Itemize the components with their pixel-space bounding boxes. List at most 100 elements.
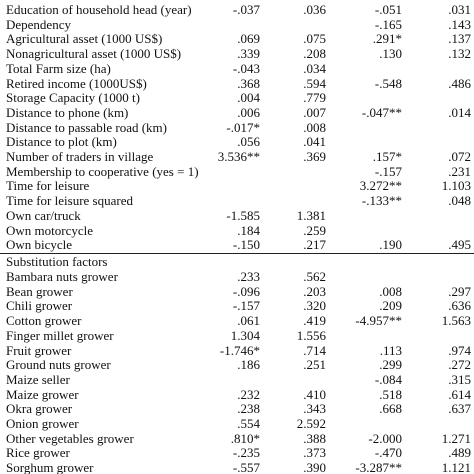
cell-value: .594	[303, 75, 326, 91]
cell-value: .562	[303, 269, 326, 284]
row-label: Nonagricultural asset (1000 US$)	[6, 46, 182, 62]
row-label: Membership to cooperative (yes = 1)	[6, 163, 199, 179]
cell-value: .208	[303, 46, 326, 62]
cell-value: .410	[303, 386, 326, 402]
row-label: Number of traders in village	[6, 149, 154, 164]
cell-value: .779	[303, 90, 326, 106]
cell-value: .373	[303, 445, 326, 461]
cell-value: .388	[303, 430, 326, 446]
cell-value: -.235	[232, 445, 260, 461]
cell-value: .061	[237, 313, 260, 329]
cell-value: .113	[379, 342, 402, 358]
cell-value: 1.563	[441, 313, 471, 329]
cell-value: .006	[237, 104, 260, 120]
row-label: Rice grower	[6, 445, 70, 461]
cell-value: 1.271	[441, 430, 471, 446]
cell-value: -1.746*	[219, 342, 260, 358]
cell-value: .343	[303, 401, 326, 417]
row-label: Retired income (1000US$)	[6, 75, 147, 91]
row-label: Own motorcycle	[6, 222, 94, 238]
cell-value: -3.287**	[355, 460, 402, 474]
cell-value: -.557	[232, 460, 260, 474]
cell-value: .190	[379, 237, 402, 253]
cell-value: .048	[448, 193, 471, 209]
cell-value: -1.585	[226, 207, 260, 223]
cell-value: .714	[303, 342, 326, 358]
cell-value: -.047**	[361, 104, 402, 120]
cell-value: 2.592	[296, 416, 326, 431]
cell-value: .974	[448, 342, 471, 358]
cell-value: -.051	[374, 2, 402, 17]
cell-value: .518	[379, 386, 402, 402]
row-label: Agricultural asset (1000 US$)	[6, 31, 163, 47]
cell-value: .130	[379, 46, 402, 62]
cell-value: 3.272**	[359, 178, 402, 194]
cell-value: .143	[448, 16, 471, 32]
row-label: Finger millet grower	[6, 327, 114, 343]
cell-value: -.165	[374, 16, 402, 32]
cell-value: .238	[237, 401, 260, 417]
row-label: Okra grower	[6, 401, 73, 417]
cell-value: .810*	[230, 430, 260, 446]
cell-value: 3.536**	[217, 149, 260, 164]
cell-value: -.548	[374, 75, 402, 91]
row-label: Fruit grower	[6, 342, 72, 358]
cell-value: .209	[379, 298, 402, 314]
cell-value: -.096	[232, 283, 260, 299]
cell-value: .297	[448, 283, 471, 299]
cell-value: .034	[303, 60, 326, 76]
row-label: Storage Capacity (1000 t)	[6, 90, 140, 106]
cell-value: -.017*	[226, 119, 260, 135]
row-label: Own bicycle	[6, 237, 73, 253]
cell-value: .320	[303, 298, 326, 314]
row-label: Other vegetables grower	[6, 430, 134, 446]
cell-value: -.470	[374, 445, 402, 461]
cell-value: .369	[303, 149, 326, 164]
cell-value: -.150	[232, 237, 260, 253]
cell-value: .251	[303, 357, 326, 373]
row-label: Chili grower	[6, 298, 73, 314]
cell-value: .075	[303, 31, 326, 47]
cell-value: -.037	[232, 2, 260, 17]
cell-value: .031	[448, 2, 471, 17]
cell-value: .072	[448, 149, 471, 164]
cell-value: .614	[448, 386, 471, 402]
cell-value: .041	[303, 134, 326, 150]
cell-value: -.043	[232, 60, 260, 76]
cell-value: 1.381	[296, 207, 326, 223]
cell-value: .299	[379, 357, 402, 373]
cell-value: 1.103	[441, 178, 471, 194]
row-label: Bambara nuts grower	[6, 269, 118, 284]
cell-value: .056	[237, 134, 260, 150]
cell-value: .137	[448, 31, 471, 47]
cell-value: .291*	[372, 31, 402, 47]
cell-value: .489	[448, 445, 471, 461]
row-label: Time for leisure squared	[6, 193, 133, 209]
row-label: Ground nuts grower	[6, 357, 111, 373]
cell-value: .231	[448, 163, 471, 179]
cell-value: 1.556	[296, 327, 326, 343]
cell-value: .157*	[372, 149, 402, 164]
cell-value: .233	[237, 269, 260, 284]
cell-value: .008	[303, 119, 326, 135]
cell-value: .184	[237, 222, 260, 238]
row-label: Education of household head (year)	[6, 2, 192, 17]
cell-value: -.157	[232, 298, 260, 314]
cell-value: .259	[303, 222, 326, 238]
row-label: Distance to phone (km)	[6, 104, 129, 120]
cell-value: 1.304	[230, 327, 260, 343]
cell-value: .554	[237, 416, 260, 431]
row-label: Total Farm size (ha)	[6, 60, 111, 76]
cell-value: .368	[237, 75, 260, 91]
cell-value: .186	[237, 357, 260, 373]
cell-value: -.157	[374, 163, 402, 179]
row-label: Cotton grower	[6, 313, 82, 329]
cell-value: .007	[303, 104, 326, 120]
cell-value: .419	[303, 313, 326, 329]
cell-value: .495	[448, 237, 471, 253]
cell-value: 1.121	[441, 460, 471, 474]
cell-value: .232	[237, 386, 260, 402]
cell-value: .217	[303, 237, 326, 253]
row-label: Maize grower	[6, 386, 79, 402]
